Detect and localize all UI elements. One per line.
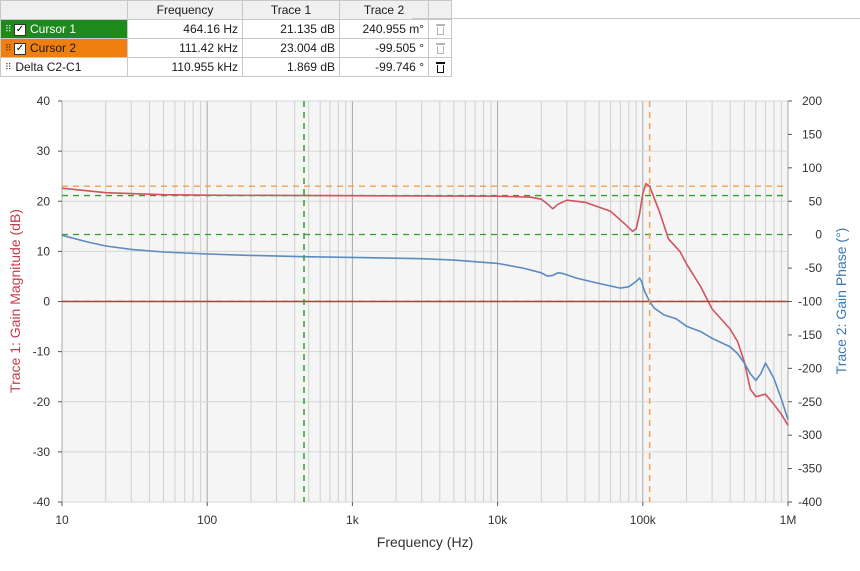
right-tick-label: -150: [798, 328, 822, 342]
trash-icon[interactable]: [435, 62, 445, 74]
left-tick-label: 30: [37, 144, 51, 158]
cursor-2-label: Cursor 2: [30, 41, 77, 55]
right-axis-ticks: -400 -350 -300 -250 -200 -150 -100 -50 0 50 100 150…: [788, 94, 822, 509]
cursor-1-name-cell[interactable]: ⠿ ✓ Cursor 1: [0, 19, 128, 39]
delta-label: Delta C2-C1: [15, 60, 82, 74]
bottom-tick-label: 1M: [780, 513, 797, 527]
header-trace2[interactable]: Trace 2: [339, 0, 429, 20]
cursor-1-checkbox[interactable]: ✓: [14, 23, 26, 36]
left-tick-label: 40: [37, 94, 51, 108]
cursor-1-delete-cell[interactable]: [428, 19, 452, 39]
delta-name-cell[interactable]: ⠿ Delta C2-C1: [0, 57, 128, 77]
left-tick-label: 20: [37, 194, 51, 208]
delta-trace1: 1.869 dB: [242, 57, 340, 77]
cursor-1-label: Cursor 1: [30, 22, 77, 36]
bottom-tick-label: 10k: [488, 513, 508, 527]
cursor-2-frequency: 111.42 kHz: [127, 38, 243, 58]
left-tick-label: -20: [33, 395, 51, 409]
right-tick-label: 100: [802, 161, 822, 175]
right-tick-label: -100: [798, 295, 822, 309]
cursor-1-trace1: 21.135 dB: [242, 19, 340, 39]
delta-trace2: -99.746 °: [339, 57, 429, 77]
left-axis-ticks: -40 -30 -20 -10 0 10 20 30 40: [33, 94, 62, 509]
header-frequency[interactable]: Frequency: [127, 0, 243, 20]
cursor-row-delta[interactable]: ⠿ Delta C2-C1 110.955 kHz 1.869 dB -99.7…: [0, 57, 452, 77]
delta-frequency: 110.955 kHz: [127, 57, 243, 77]
drag-handle-icon[interactable]: ⠿: [5, 62, 12, 73]
right-tick-label: -400: [798, 495, 822, 509]
cursor-table: Frequency Trace 1 Trace 2 ⠿ ✓ Cursor 1 464…: [0, 0, 452, 77]
trash-icon[interactable]: [435, 43, 445, 55]
right-tick-label: -300: [798, 428, 822, 442]
right-tick-label: 150: [802, 127, 822, 141]
cursor-row-1[interactable]: ⠿ ✓ Cursor 1 464.16 Hz 21.135 dB 240.955 m…: [0, 19, 452, 39]
y-axis-right-label: Trace 2: Gain Phase (°): [833, 228, 849, 375]
right-tick-label: -350: [798, 462, 822, 476]
right-tick-label: -250: [798, 395, 822, 409]
right-tick-label: -200: [798, 361, 822, 375]
cursor-2-checkbox[interactable]: ✓: [14, 42, 26, 55]
x-axis-label: Frequency (Hz): [377, 534, 473, 550]
y-axis-left-label: Trace 1: Gain Magnitude (dB): [7, 209, 23, 393]
cursor-table-header: Frequency Trace 1 Trace 2: [0, 0, 452, 20]
right-tick-label: 0: [815, 228, 822, 242]
cursor-2-delete-cell[interactable]: [428, 38, 452, 58]
left-tick-label: -30: [33, 445, 51, 459]
right-tick-label: 200: [802, 94, 822, 108]
bottom-tick-label: 100: [197, 513, 217, 527]
cursor-vertical-lines[interactable]: [303, 101, 651, 502]
drag-handle-icon[interactable]: ⠿: [5, 24, 12, 35]
trash-icon[interactable]: [435, 24, 445, 36]
cursor-row-2[interactable]: ⠿ ✓ Cursor 2 111.42 kHz 23.004 dB -99.505 …: [0, 38, 452, 58]
left-tick-label: 10: [37, 244, 51, 258]
header-blank: [0, 0, 128, 20]
left-tick-label: -10: [33, 345, 51, 359]
bottom-tick-label: 10: [55, 513, 69, 527]
right-tick-label: 50: [809, 194, 823, 208]
table-header-divider: [412, 18, 860, 19]
cursor-2-name-cell[interactable]: ⠿ ✓ Cursor 2: [0, 38, 128, 58]
cursor-1-trace2: 240.955 m°: [339, 19, 429, 39]
bottom-tick-label: 100k: [630, 513, 657, 527]
drag-handle-icon[interactable]: ⠿: [5, 43, 12, 54]
right-tick-label: -50: [805, 261, 823, 275]
left-tick-label: 0: [43, 295, 50, 309]
bottom-axis-ticks: 10 100 1k 10k 100k 1M: [55, 502, 796, 527]
bottom-tick-label: 1k: [346, 513, 360, 527]
left-tick-label: -40: [33, 495, 51, 509]
delta-delete-cell[interactable]: [428, 57, 452, 77]
